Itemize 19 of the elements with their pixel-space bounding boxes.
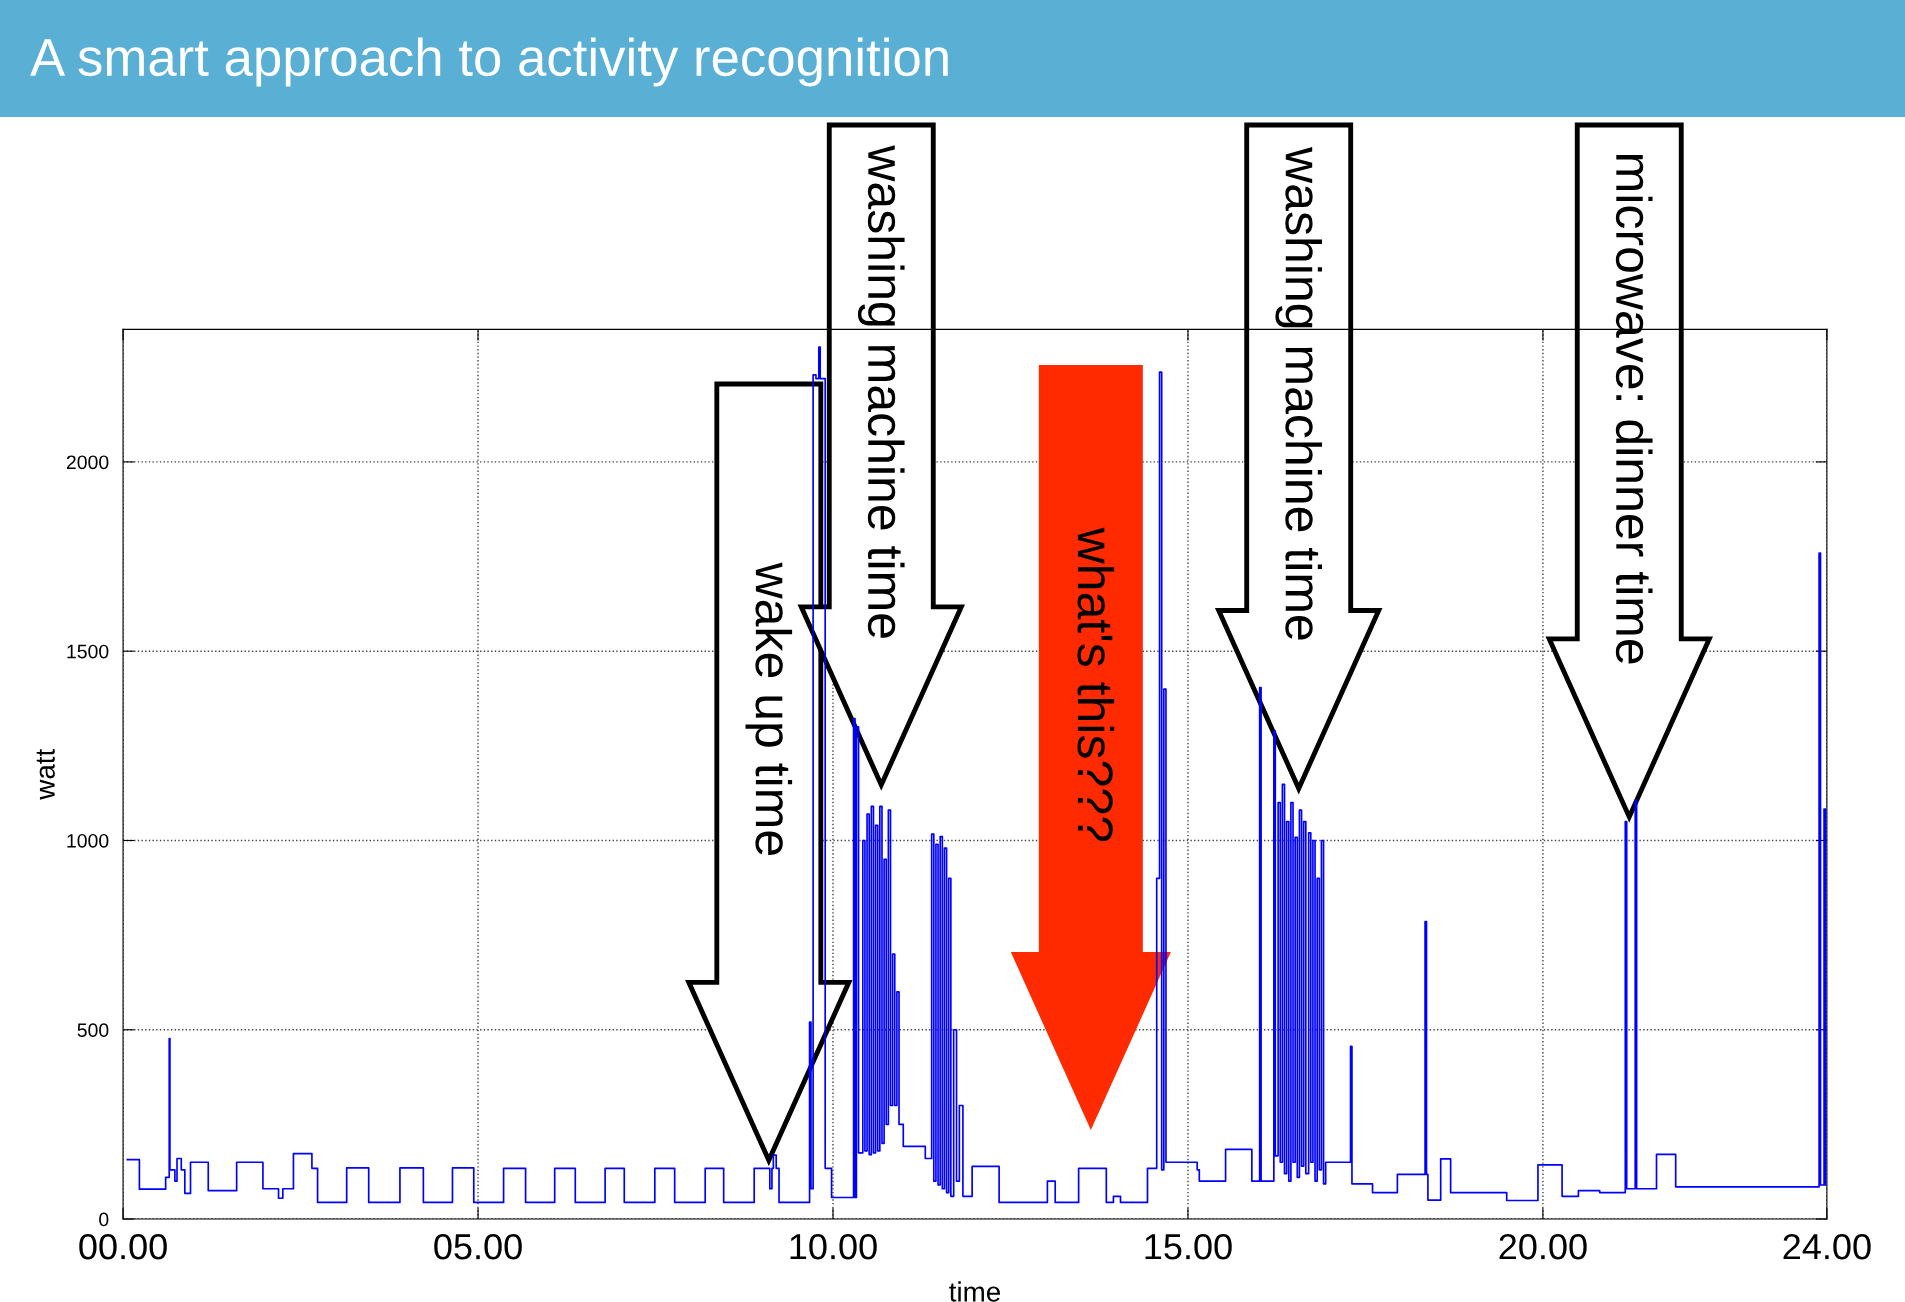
y-axis-title: watt	[36, 748, 55, 800]
annotation: microwave: dinner time	[1615, 154, 1653, 664]
x-axis-title: time	[949, 1281, 1000, 1302]
chart-title: A smart approach to activity recognition	[30, 37, 948, 87]
y-tick-label: 500	[77, 1023, 109, 1038]
annotation: washing machine time	[857, 145, 905, 638]
x-tick-label: 20.00	[1499, 1233, 1587, 1260]
x-tick-label: 00.00	[79, 1233, 167, 1260]
x-tick-label: 05.00	[434, 1233, 522, 1260]
x-tick-label: 15.00	[1145, 1233, 1232, 1260]
annotation: wake up time	[745, 562, 793, 855]
y-tick-label: 2000	[66, 455, 109, 470]
annotation: washing machine time	[1275, 147, 1323, 640]
y-tick-label: 1000	[67, 833, 109, 848]
x-tick-label: 10.00	[790, 1233, 877, 1260]
y-tick-label: 0	[99, 1212, 109, 1227]
y-tick-label: 1500	[67, 644, 109, 659]
annotation: what's this???	[1077, 527, 1115, 842]
x-tick-label: 24.00	[1783, 1233, 1871, 1260]
